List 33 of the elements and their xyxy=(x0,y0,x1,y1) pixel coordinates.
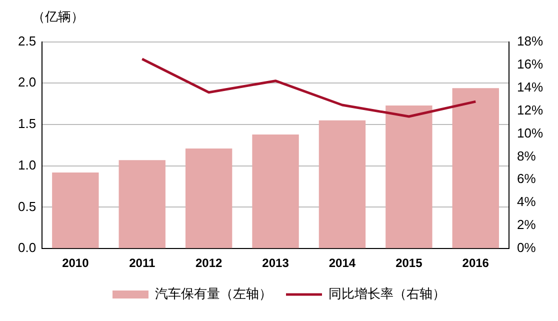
y-tick-label: 0.0 xyxy=(18,240,36,256)
bar xyxy=(52,172,99,248)
bar xyxy=(118,160,166,248)
y2-tick-label: 0% xyxy=(516,240,536,256)
x-tick-label: 2016 xyxy=(462,256,490,270)
y2-tick-label: 4% xyxy=(516,194,536,210)
bar xyxy=(452,88,499,248)
x-tick-label: 2014 xyxy=(328,256,356,270)
bar xyxy=(252,134,299,248)
x-tick-label: 2012 xyxy=(195,256,222,270)
bar xyxy=(185,148,232,248)
y-tick-label: 2.0 xyxy=(18,74,36,90)
legend-label: 汽车保有量（左轴） xyxy=(155,286,272,302)
y2-tick-label: 16% xyxy=(516,56,544,72)
bar xyxy=(386,105,432,248)
y2-tick-label: 18% xyxy=(516,33,544,48)
y2-tick-label: 10% xyxy=(516,125,544,140)
y-tick-label: 1.0 xyxy=(18,157,36,172)
y-axis-title: （亿辆） xyxy=(31,8,85,26)
x-tick-label: 2015 xyxy=(396,256,423,270)
y2-tick-label: 2% xyxy=(516,217,536,232)
x-tick-label: 2010 xyxy=(62,256,90,270)
y2-tick-label: 14% xyxy=(516,79,544,94)
legend-label: 同比增长率（右轴） xyxy=(328,286,446,302)
bar xyxy=(318,120,366,248)
y-tick-label: 1.5 xyxy=(18,116,36,132)
y2-tick-label: 6% xyxy=(516,171,536,186)
y-tick-label: 0.5 xyxy=(18,198,36,214)
x-tick-label: 2011 xyxy=(129,256,156,270)
x-tick-label: 2013 xyxy=(262,256,290,270)
y-tick-label: 2.5 xyxy=(18,33,36,48)
y2-tick-label: 8% xyxy=(516,148,536,164)
y2-tick-label: 12% xyxy=(516,102,544,118)
